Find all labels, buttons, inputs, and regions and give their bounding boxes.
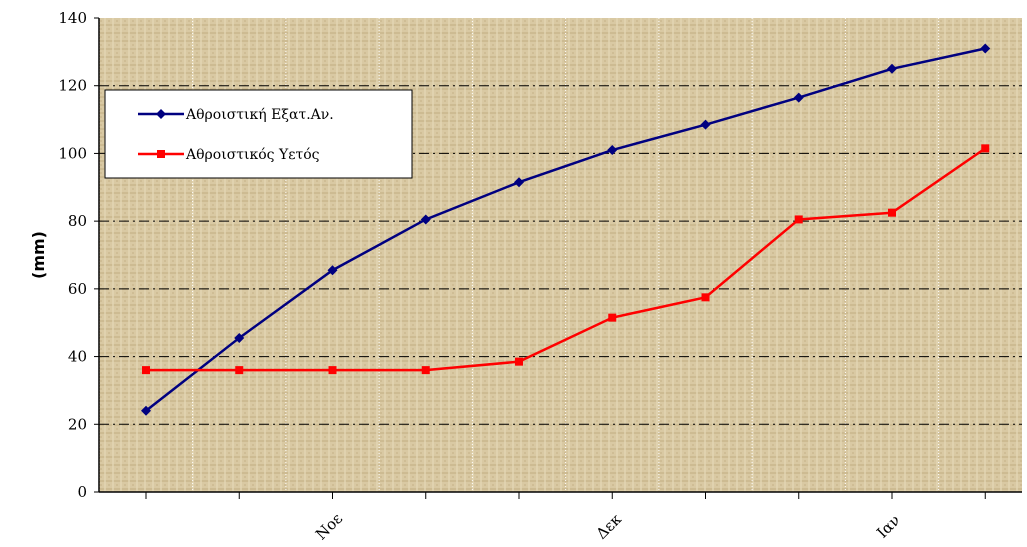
legend-label: Αθροιστική Εξατ.Αν.	[185, 107, 334, 123]
legend-marker	[157, 150, 165, 158]
y-tick-label: 100	[58, 144, 87, 162]
legend-marker	[156, 109, 166, 119]
legend-item: Αθροιστική Εξατ.Αν.	[138, 107, 334, 123]
y-tick-label: 60	[68, 280, 87, 298]
x-tick-label: Δεκ	[592, 510, 625, 543]
data-point	[980, 43, 991, 54]
data-point	[328, 366, 337, 375]
series-group	[141, 43, 991, 416]
data-point	[420, 214, 431, 225]
data-point	[793, 92, 804, 103]
data-point	[327, 265, 338, 276]
data-point	[142, 366, 150, 375]
x-tick-label: Νοε	[312, 509, 346, 543]
data-point	[794, 215, 803, 224]
y-tick-label: 40	[68, 348, 87, 366]
data-point	[235, 366, 244, 375]
legend: Αθροιστική Εξατ.Αν. Αθροιστικός Υετός	[104, 89, 413, 179]
data-point	[421, 366, 430, 375]
legend-label: Αθροιστικός Υετός	[185, 147, 320, 163]
data-point	[981, 144, 990, 153]
y-tick-labels: 0 20 40 60 80 100 120 140	[58, 9, 87, 501]
series-2	[142, 144, 990, 375]
data-point	[515, 357, 523, 366]
x-tick-labels: Νοε Δεκ Ιαν	[312, 509, 904, 543]
y-tick-label: 140	[58, 9, 87, 27]
data-point	[700, 119, 711, 130]
y-tick-label: 20	[68, 415, 87, 433]
axes	[94, 17, 1022, 499]
data-point	[607, 145, 618, 156]
plot-area	[99, 18, 1022, 492]
series-line	[146, 147, 986, 372]
data-point	[701, 293, 710, 302]
legend-box	[104, 89, 413, 179]
data-point	[514, 177, 524, 188]
legend-item: Αθροιστικός Υετός	[138, 147, 320, 163]
y-tick-label: 80	[68, 212, 87, 230]
series-1	[141, 43, 991, 416]
horizontal-grid	[99, 85, 1022, 425]
data-point	[234, 332, 245, 343]
x-tick-label: Ιαν	[873, 511, 904, 542]
data-point	[888, 208, 896, 217]
y-tick-label: 0	[77, 483, 87, 501]
y-axis-label: (mm)	[29, 231, 48, 279]
data-point	[141, 405, 151, 416]
data-point	[887, 63, 897, 74]
data-point	[608, 313, 617, 322]
y-tick-label: 120	[58, 77, 87, 95]
series-line	[145, 47, 986, 412]
